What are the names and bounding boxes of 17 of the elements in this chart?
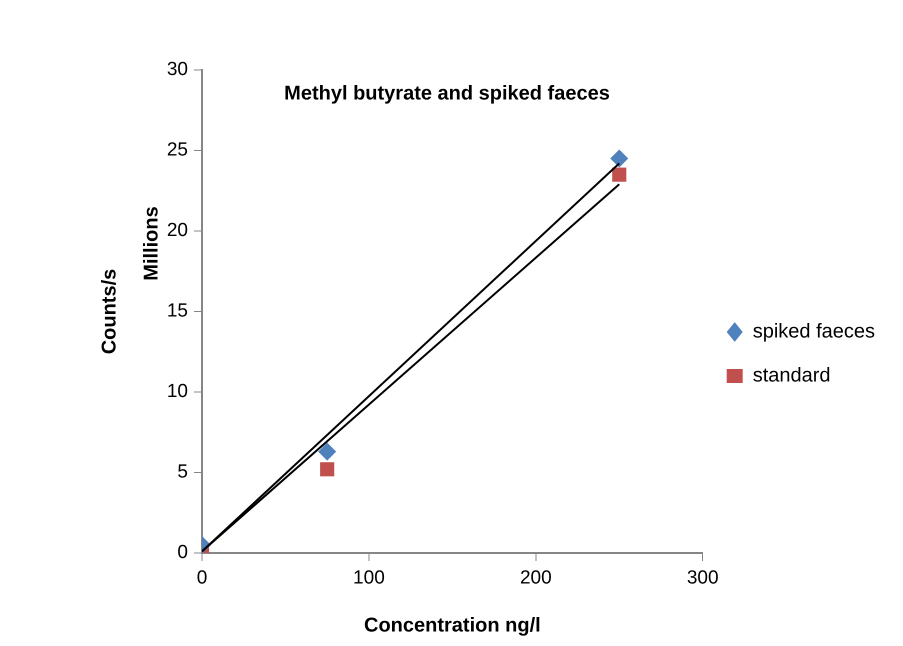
y-tick-label: 0 (177, 542, 188, 564)
y-tick-label: 5 (177, 462, 188, 483)
legend-label: standard (752, 364, 831, 387)
y-axis-title: Counts/s (98, 268, 121, 354)
text: Millions (140, 206, 163, 281)
y-tick-label: 25 (166, 140, 188, 161)
text: Methyl butyrate and spiked faeces (284, 82, 610, 105)
x-tick-label: 200 (520, 568, 552, 589)
y-tick-label: 10 (166, 381, 188, 402)
y-tick-label: 15 (166, 300, 188, 322)
x-axis-title: Concentration ng/l (364, 614, 541, 637)
x-tick-label: 300 (686, 568, 719, 589)
x-tick-label: 0 (196, 568, 208, 589)
legend-label: spiked faeces (752, 320, 875, 343)
y-tick-label: 20 (166, 220, 188, 242)
x-tick-label: 100 (353, 568, 385, 589)
y-tick-label: 30 (166, 59, 188, 80)
